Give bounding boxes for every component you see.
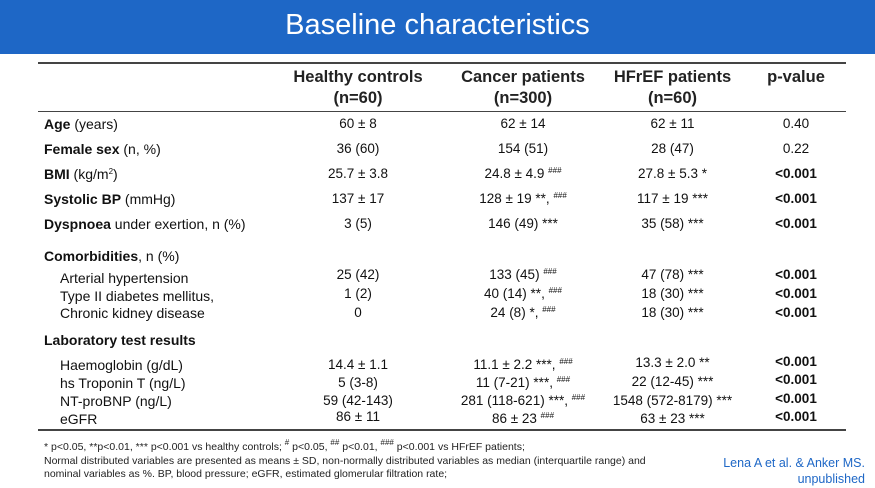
section-heading-comorbidities: Comorbidities, n (%) <box>44 248 180 264</box>
cell-bmi-hfref: 27.8 ± 5.3 * <box>638 166 707 181</box>
cell-type-ii-diabetes-p: <0.001 <box>775 286 817 301</box>
cell-female-sex-hfref: 28 (47) <box>651 141 694 156</box>
cell-chronic-kidney-disease-cancer: 24 (8) *, ### <box>490 305 556 320</box>
cell-bmi-healthy: 25.7 ± 3.8 <box>328 166 388 181</box>
table-bottom-rule <box>38 429 846 431</box>
cell-nt-probnp-p: <0.001 <box>775 391 817 406</box>
cell-egfr-healthy: 86 ± 11 <box>336 409 380 424</box>
cell-female-sex-cancer: 154 (51) <box>497 141 549 156</box>
cell-type-ii-diabetes-healthy: 1 (2) <box>344 286 372 301</box>
header-p-value: p-value <box>767 68 825 86</box>
cell-nt-probnp-hfref: 1548 (572-8179) *** <box>612 393 733 408</box>
footnote: * p<0.05, **p<0.01, *** p<0.001 vs healt… <box>44 438 704 482</box>
cell-egfr-hfref: 63 ± 23 *** <box>640 411 705 426</box>
cell-chronic-kidney-disease-hfref: 18 (30) *** <box>641 305 704 320</box>
table-header-rule <box>38 111 846 112</box>
slide-title: Baseline characteristics <box>285 9 590 41</box>
cell-bmi-cancer: 24.8 ± 4.9 ### <box>484 166 562 181</box>
cell-dyspnoea-healthy: 3 (5) <box>344 216 372 231</box>
row-label-haemoglobin: Haemoglobin (g/dL) <box>60 357 183 373</box>
cell-haemoglobin-healthy: 14.4 ± 1.1 <box>328 357 388 372</box>
title-banner <box>0 0 875 54</box>
row-label-egfr: eGFR <box>60 411 98 427</box>
cell-systolic-bp-p: <0.001 <box>775 191 817 206</box>
row-label-age: Age (years) <box>44 116 118 132</box>
cell-chronic-kidney-disease-healthy: 0 <box>354 305 362 320</box>
cell-hs-troponin-t-hfref: 22 (12-45) *** <box>631 374 714 389</box>
section-heading-laboratory: Laboratory test results <box>44 332 196 348</box>
row-label-type-ii-diabetes: Type II diabetes mellitus, <box>60 288 215 304</box>
cell-systolic-bp-cancer: 128 ± 19 **, ### <box>479 191 567 206</box>
header-hfref-patients: HFrEF patients (n=60) <box>613 68 732 107</box>
cell-arterial-hypertension-cancer: 133 (45) ### <box>489 267 557 282</box>
row-label-systolic-bp: Systolic BP (mmHg) <box>44 191 176 207</box>
cell-age-healthy: 60 ± 8 <box>339 116 377 131</box>
cell-nt-probnp-healthy: 59 (42-143) <box>323 393 393 408</box>
cell-arterial-hypertension-hfref: 47 (78) *** <box>641 267 704 282</box>
cell-chronic-kidney-disease-p: <0.001 <box>775 305 817 320</box>
header-cancer-patients: Cancer patients (n=300) <box>461 68 585 107</box>
cell-systolic-bp-hfref: 117 ± 19 *** <box>637 191 708 206</box>
row-label-female-sex: Female sex (n, %) <box>44 141 161 157</box>
cell-age-p: 0.40 <box>782 116 810 131</box>
citation: Lena A et al. & Anker MS. unpublished <box>723 456 865 486</box>
cell-haemoglobin-hfref: 13.3 ± 2.0 ** <box>635 355 710 370</box>
cell-age-cancer: 62 ± 14 <box>500 116 546 131</box>
table-top-rule <box>38 62 846 64</box>
row-label-arterial-hypertension: Arterial hypertension <box>60 270 189 286</box>
cell-systolic-bp-healthy: 137 ± 17 <box>331 191 385 206</box>
footnote-line-2: Normal distributed variables are present… <box>44 454 646 467</box>
row-label-dyspnoea: Dyspnoea under exertion, n (%) <box>44 216 246 232</box>
cell-dyspnoea-cancer: 146 (49) *** <box>488 216 558 231</box>
cell-hs-troponin-t-healthy: 5 (3-8) <box>338 375 378 390</box>
cell-egfr-p: <0.001 <box>775 409 817 424</box>
cell-type-ii-diabetes-cancer: 40 (14) **, ### <box>484 286 562 301</box>
cell-age-hfref: 62 ± 11 <box>650 116 695 131</box>
row-label-bmi: BMI (kg/m2) <box>44 166 118 182</box>
cell-female-sex-healthy: 36 (60) <box>336 141 380 156</box>
cell-egfr-cancer: 86 ± 23 ### <box>491 411 555 426</box>
row-label-chronic-kidney-disease: Chronic kidney disease <box>60 305 205 321</box>
cell-hs-troponin-t-cancer: 11 (7-21) ***, ### <box>475 375 571 390</box>
cell-female-sex-p: 0.22 <box>782 141 810 156</box>
cell-nt-probnp-cancer: 281 (118-621) ***, ### <box>460 393 586 408</box>
row-label-nt-probnp: NT-proBNP (ng/L) <box>60 393 172 409</box>
cell-type-ii-diabetes-hfref: 18 (30) *** <box>641 286 704 301</box>
cell-dyspnoea-hfref: 35 (58) *** <box>641 216 704 231</box>
header-healthy-controls: Healthy controls (n=60) <box>293 68 423 107</box>
footnote-line-3: nominal variables as %. BP, blood pressu… <box>44 468 448 480</box>
cell-arterial-hypertension-healthy: 25 (42) <box>336 267 380 282</box>
cell-hs-troponin-t-p: <0.001 <box>775 372 817 387</box>
cell-haemoglobin-cancer: 11.1 ± 2.2 ***, ### <box>473 357 573 372</box>
footnote-line-1: * p<0.05, **p<0.01, *** p<0.001 vs healt… <box>44 438 525 454</box>
cell-arterial-hypertension-p: <0.001 <box>775 267 817 282</box>
cell-dyspnoea-p: <0.001 <box>775 216 817 231</box>
cell-haemoglobin-p: <0.001 <box>775 354 817 369</box>
cell-bmi-p: <0.001 <box>775 166 817 181</box>
row-label-hs-troponin-t: hs Troponin T (ng/L) <box>60 375 186 391</box>
